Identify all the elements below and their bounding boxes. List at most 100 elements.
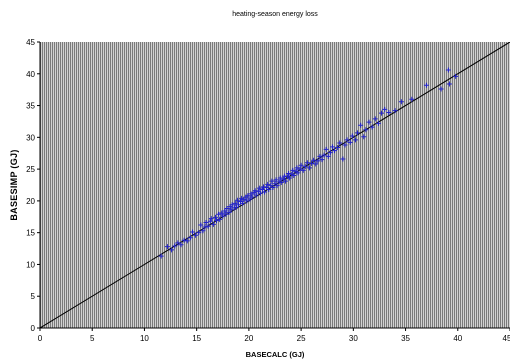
data-point xyxy=(175,240,181,246)
data-point xyxy=(228,207,234,213)
data-point xyxy=(290,167,296,173)
data-point xyxy=(269,178,275,184)
data-point xyxy=(423,82,429,88)
data-point xyxy=(274,183,280,189)
data-point xyxy=(253,192,259,198)
data-point xyxy=(265,181,271,187)
data-point xyxy=(226,209,232,215)
data-point xyxy=(252,188,258,194)
data-point xyxy=(216,211,222,217)
data-point xyxy=(327,150,333,156)
data-point xyxy=(184,238,190,244)
data-point xyxy=(315,158,321,164)
data-points xyxy=(158,67,459,259)
data-point xyxy=(358,122,364,128)
data-point xyxy=(202,224,208,230)
data-point xyxy=(453,73,459,79)
data-point xyxy=(311,157,317,163)
data-point xyxy=(335,145,341,151)
x-tick-label: 10 xyxy=(140,334,149,343)
data-point xyxy=(355,130,361,136)
y-axis: 0 5 10 15 20 25 30 35 40 45 xyxy=(26,38,41,333)
data-point xyxy=(233,204,239,210)
data-point xyxy=(306,165,312,171)
y-tick-label: 0 xyxy=(31,324,36,333)
data-point xyxy=(217,216,223,222)
data-point xyxy=(297,166,303,172)
y-tick-label: 5 xyxy=(31,292,36,301)
x-tick-label: 5 xyxy=(90,334,95,343)
data-point xyxy=(372,116,378,122)
data-point xyxy=(379,110,385,116)
data-point xyxy=(375,120,381,126)
data-point xyxy=(392,108,398,114)
data-point xyxy=(302,164,308,170)
data-point xyxy=(386,110,392,116)
data-point xyxy=(187,235,193,241)
data-point xyxy=(172,243,178,249)
data-point xyxy=(198,222,204,228)
data-point xyxy=(294,165,300,171)
data-point xyxy=(164,244,170,250)
data-point xyxy=(169,247,175,253)
data-point xyxy=(317,153,323,159)
data-point xyxy=(257,190,263,196)
data-point xyxy=(445,67,451,73)
data-point xyxy=(262,189,268,195)
data-point xyxy=(329,144,335,150)
data-point xyxy=(200,228,206,234)
chart-title: heating-season energy loss xyxy=(232,11,318,18)
x-tick-label: 35 xyxy=(401,334,410,343)
data-point xyxy=(235,202,241,208)
x-tick-label: 0 xyxy=(38,334,43,343)
data-point xyxy=(234,197,240,203)
data-point xyxy=(295,170,301,176)
data-point xyxy=(256,185,262,191)
data-point xyxy=(347,139,353,145)
data-point xyxy=(349,133,355,139)
data-point xyxy=(361,134,367,140)
data-point xyxy=(321,152,327,158)
data-point xyxy=(270,185,276,191)
data-point xyxy=(220,213,226,219)
y-tick-label: 10 xyxy=(26,260,35,269)
data-point xyxy=(232,200,238,206)
x-axis-label: BASECALC (GJ) xyxy=(246,350,305,359)
data-point xyxy=(261,184,267,190)
data-point xyxy=(219,210,225,216)
data-point xyxy=(277,175,283,181)
y-tick-label: 20 xyxy=(26,197,35,206)
data-point xyxy=(281,173,287,179)
x-tick-label: 15 xyxy=(192,334,201,343)
data-point xyxy=(282,178,288,184)
data-point xyxy=(212,214,218,220)
data-point xyxy=(344,137,350,143)
y-tick-label: 15 xyxy=(26,229,35,238)
data-point xyxy=(409,96,415,102)
data-point xyxy=(196,230,202,236)
y-tick-label: 45 xyxy=(26,38,35,47)
x-tick-label: 40 xyxy=(453,334,462,343)
data-point xyxy=(222,208,228,214)
data-point xyxy=(342,142,348,148)
data-point xyxy=(158,253,164,259)
data-point xyxy=(203,219,209,225)
x-tick-label: 45 xyxy=(503,334,510,343)
data-point xyxy=(325,153,331,159)
data-point xyxy=(210,221,216,227)
data-point xyxy=(207,218,213,224)
data-point xyxy=(340,156,346,162)
data-point xyxy=(214,218,220,224)
data-point xyxy=(352,137,358,143)
data-point xyxy=(337,140,343,146)
data-point xyxy=(323,146,329,152)
data-point xyxy=(241,197,247,203)
data-point xyxy=(245,193,251,199)
data-point xyxy=(248,191,254,197)
data-point xyxy=(291,172,297,178)
data-point xyxy=(286,171,292,177)
data-point xyxy=(278,179,284,185)
x-tick-label: 25 xyxy=(297,334,306,343)
x-tick-label: 30 xyxy=(349,334,358,343)
